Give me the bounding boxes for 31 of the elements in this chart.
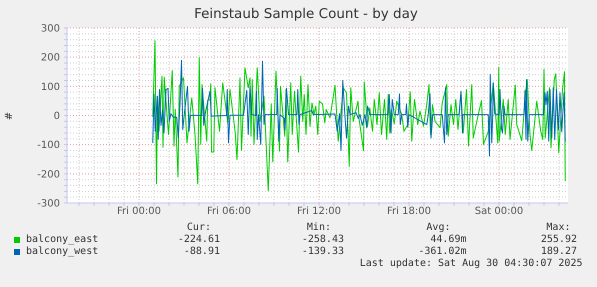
x-tick-label: Sat 00:00 bbox=[474, 206, 524, 218]
text: Cur: bbox=[186, 222, 211, 234]
y-tick-label: -200 bbox=[37, 169, 60, 180]
text: -361.02m bbox=[418, 246, 466, 258]
text: -88.91 bbox=[184, 246, 220, 258]
x-tick-label: Fri 12:00 bbox=[297, 206, 341, 218]
y-tick-label: -100 bbox=[37, 140, 60, 152]
text: Max: bbox=[546, 222, 570, 234]
legend-label: balcony_west bbox=[26, 246, 98, 258]
y-tick-label: 0 bbox=[54, 111, 60, 122]
legend-label: balcony_east bbox=[26, 234, 98, 246]
line-series bbox=[152, 60, 566, 157]
chart-title: Feinstaub Sample Count - by day bbox=[193, 6, 419, 22]
text: Last update: Sat Aug 30 04:30:07 2025 bbox=[360, 258, 582, 270]
y-tick-label: 200 bbox=[40, 52, 60, 64]
text: -139.33 bbox=[302, 246, 344, 258]
y-axis-title: # bbox=[3, 110, 16, 122]
text: -258.43 bbox=[302, 234, 344, 246]
y-tick-label: 100 bbox=[40, 82, 60, 93]
text: Avg: bbox=[426, 222, 450, 234]
text: 255.92 bbox=[540, 234, 577, 246]
text: -224.61 bbox=[178, 234, 220, 246]
y-tick-label: -300 bbox=[37, 198, 60, 210]
text: 189.27 bbox=[540, 246, 577, 258]
y-tick-label: 300 bbox=[40, 24, 60, 35]
x-tick-label: Fri 06:00 bbox=[207, 206, 251, 218]
text: 44.69m bbox=[430, 234, 466, 246]
x-tick-label: Fri 18:00 bbox=[387, 206, 431, 218]
text: Min: bbox=[306, 222, 331, 234]
x-tick-label: Fri 00:00 bbox=[117, 206, 161, 218]
line-series bbox=[152, 40, 566, 192]
